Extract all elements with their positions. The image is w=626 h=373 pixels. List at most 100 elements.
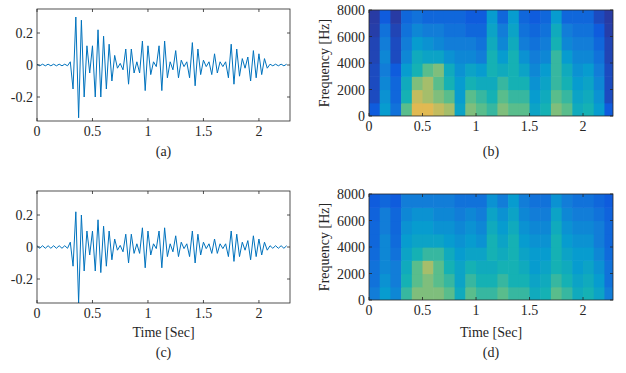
heatmap-cell [390, 50, 401, 64]
heatmap-cell [508, 274, 519, 288]
y-tick-right [610, 247, 613, 248]
x-tick-label: 1 [144, 306, 151, 321]
y-tick-right [610, 10, 613, 11]
y-tick-label: 6000 [337, 214, 365, 229]
y-tick-right [287, 247, 290, 248]
y-tick [369, 247, 372, 248]
heatmap-cell [423, 90, 434, 104]
heatmap-cell [508, 103, 519, 116]
heatmap-cell [401, 37, 412, 51]
y-tick [369, 300, 372, 301]
x-tick-top [529, 194, 530, 197]
heatmap-cell [530, 37, 541, 51]
heatmap-cell [594, 37, 605, 51]
heatmap-cell [540, 23, 551, 37]
heatmap-cell [551, 50, 562, 64]
heatmap-cell [390, 234, 401, 248]
heatmap-cell [390, 90, 401, 104]
y-tick [37, 279, 40, 280]
axes-frame [369, 194, 613, 300]
x-tick-top [476, 10, 477, 13]
heatmap-cell [497, 194, 508, 208]
heatmap-cell [476, 50, 487, 64]
heatmap-cell [604, 103, 613, 116]
heatmap-cell [497, 63, 508, 77]
heatmap-cell [380, 194, 391, 208]
heatmap-cell [412, 274, 423, 288]
y-tick [369, 194, 372, 195]
heatmap-cell [594, 76, 605, 90]
heatmap-cell [530, 90, 541, 104]
heatmap-cell [604, 76, 613, 90]
heatmap-cell [562, 10, 573, 24]
heatmap-cell [540, 50, 551, 64]
x-axis-label: Time [Sec] [460, 325, 522, 340]
heatmap-cell [380, 103, 391, 116]
heatmap-cell [572, 234, 583, 248]
y-axis-label: Frequency [Hz] [317, 19, 332, 107]
heatmap-cell [508, 63, 519, 77]
heatmap-cell [540, 10, 551, 24]
heatmap-cell [540, 90, 551, 104]
heatmap-cell [540, 37, 551, 51]
heatmap-cell [594, 274, 605, 288]
heatmap-cell [551, 194, 562, 208]
heatmap-cell [551, 23, 562, 37]
x-tick-label: 2 [580, 303, 587, 318]
heatmap-cell [530, 103, 541, 116]
heatmap-cell [562, 37, 573, 51]
heatmap-cell [455, 63, 466, 77]
heatmap-cell [594, 23, 605, 37]
x-tick [147, 300, 148, 303]
heatmap-cell [508, 194, 519, 208]
y-tick-right [610, 273, 613, 274]
heatmap-cell [380, 207, 391, 221]
heatmap-cell [401, 274, 412, 288]
heatmap-cell [390, 76, 401, 90]
heatmap-cell [594, 63, 605, 77]
heatmap-cell [412, 23, 423, 37]
heatmap-cell [508, 76, 519, 90]
x-tick-label: 1.5 [195, 306, 213, 321]
heatmap-cell [487, 90, 498, 104]
heatmap-cell [423, 221, 434, 235]
heatmap-cell [562, 63, 573, 77]
heatmap-cell [433, 207, 444, 221]
heatmap-cell [572, 50, 583, 64]
heatmap-cell [433, 234, 444, 248]
heatmap-cell [594, 234, 605, 248]
x-tick-top [147, 191, 148, 194]
heatmap-cell [508, 37, 519, 51]
y-tick-label: 0 [26, 58, 33, 73]
heatmap-cell [380, 221, 391, 235]
x-tick-label: 0 [366, 119, 373, 134]
heatmap-cell [465, 23, 476, 37]
heatmap-cell [583, 287, 594, 300]
heatmap-cell [508, 260, 519, 274]
heatmap-cell [433, 37, 444, 51]
axes-frame [37, 191, 290, 303]
heatmap-cell [604, 234, 613, 248]
heatmap-cell [604, 194, 613, 208]
heatmap-cell [583, 247, 594, 261]
heatmap-cell [551, 247, 562, 261]
heatmap-cell [455, 260, 466, 274]
heatmap-cell [433, 194, 444, 208]
panel: 00.511.5202000400060008000Time [Sec]Freq… [317, 187, 616, 361]
heatmap-cell [476, 247, 487, 261]
heatmap-cell [401, 287, 412, 300]
x-tick [476, 113, 477, 116]
heatmap-cell [369, 76, 380, 90]
heatmap-cell [551, 90, 562, 104]
heatmap-cell [433, 103, 444, 116]
page: {"chart_data": [ {"type": "line", "title… [0, 0, 626, 373]
heatmap-cell [390, 207, 401, 221]
plot-background [369, 194, 613, 300]
y-tick-right [610, 220, 613, 221]
x-tick-label: 1 [144, 124, 151, 139]
heatmap-cell [508, 50, 519, 64]
x-tick [203, 300, 204, 303]
heatmap-cell [487, 221, 498, 235]
data-group [369, 10, 613, 116]
data-group [369, 194, 613, 300]
